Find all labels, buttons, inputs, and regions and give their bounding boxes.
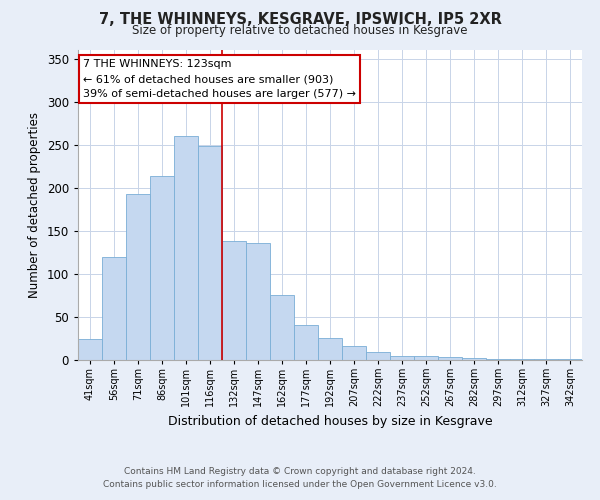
Bar — [294, 324, 318, 360]
X-axis label: Distribution of detached houses by size in Kesgrave: Distribution of detached houses by size … — [167, 415, 493, 428]
Text: 7 THE WHINNEYS: 123sqm
← 61% of detached houses are smaller (903)
39% of semi-de: 7 THE WHINNEYS: 123sqm ← 61% of detached… — [83, 60, 356, 99]
Bar — [510, 359, 534, 360]
Bar — [390, 356, 414, 360]
Bar — [318, 338, 342, 360]
Bar — [438, 358, 462, 360]
Bar — [126, 194, 150, 360]
Bar — [246, 243, 270, 360]
Bar — [414, 356, 438, 360]
Bar — [150, 176, 174, 360]
Bar — [486, 359, 510, 360]
Bar — [198, 146, 222, 360]
Bar — [366, 352, 390, 360]
Bar — [102, 256, 126, 360]
Text: Contains HM Land Registry data © Crown copyright and database right 2024.
Contai: Contains HM Land Registry data © Crown c… — [103, 468, 497, 489]
Bar — [558, 359, 582, 360]
Bar — [222, 241, 246, 360]
Y-axis label: Number of detached properties: Number of detached properties — [28, 112, 41, 298]
Bar — [174, 136, 198, 360]
Bar — [534, 359, 558, 360]
Text: Size of property relative to detached houses in Kesgrave: Size of property relative to detached ho… — [132, 24, 468, 37]
Text: 7, THE WHINNEYS, KESGRAVE, IPSWICH, IP5 2XR: 7, THE WHINNEYS, KESGRAVE, IPSWICH, IP5 … — [98, 12, 502, 28]
Bar — [270, 294, 294, 360]
Bar — [462, 358, 486, 360]
Bar — [78, 340, 102, 360]
Bar — [342, 346, 366, 360]
